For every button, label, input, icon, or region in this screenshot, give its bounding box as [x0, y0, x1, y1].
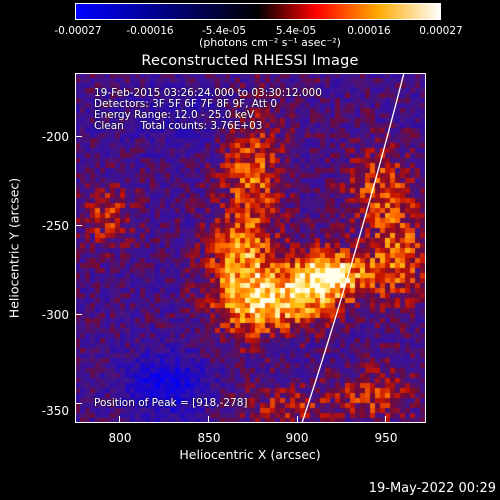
- x-tick: [385, 416, 386, 423]
- x-axis-label: Heliocentric X (arcsec): [179, 447, 321, 462]
- colorbar-tick-label: 0.00027: [419, 25, 463, 37]
- colorbar-tick-label: 5.4e-05: [275, 25, 317, 37]
- colorbar-tick-label: 0.00016: [347, 25, 391, 37]
- y-tick: [75, 225, 82, 226]
- colorbar-units: (photons cm⁻² s⁻¹ asec⁻²): [199, 36, 341, 49]
- colorbar: [75, 3, 441, 20]
- peak-position-label: Position of Peak = [918,-278]: [94, 397, 248, 409]
- y-tick: [75, 136, 82, 137]
- x-tick: [119, 416, 120, 423]
- y-tick: [75, 314, 82, 315]
- info-energy-range: Energy Range: 12.0 - 25.0 keV: [94, 109, 255, 121]
- info-total-counts: Clean Total counts: 3.76E+03: [94, 120, 263, 132]
- flare-image: [75, 73, 426, 423]
- x-tick: [297, 416, 298, 423]
- x-tick-label: 850: [197, 431, 221, 445]
- y-tick-label: -300: [41, 308, 69, 322]
- y-tick: [75, 403, 82, 404]
- colorbar-tick-label: -0.00027: [54, 25, 102, 37]
- footer-date: 19-May-2022 00:29: [368, 481, 496, 496]
- y-axis-label: Heliocentric Y (arcsec): [6, 177, 22, 319]
- colorbar-tick-label: -0.00016: [126, 25, 174, 37]
- image-plot-area: [75, 73, 426, 423]
- colorbar-tick-label: -5.4e-05: [201, 25, 247, 37]
- x-tick-label: 900: [285, 431, 309, 445]
- info-time-range: 19-Feb-2015 03:26:24.000 to 03:30:12.000: [94, 87, 322, 99]
- y-tick-label: -250: [41, 219, 69, 233]
- x-tick: [208, 416, 209, 423]
- plot-title: Reconstructed RHESSI Image: [141, 53, 359, 69]
- y-tick-label: -350: [41, 404, 69, 418]
- x-tick-label: 800: [108, 431, 132, 445]
- info-detectors: Detectors: 3F 5F 6F 7F 8F 9F, Att 0: [94, 98, 278, 110]
- solar-limb: [301, 73, 405, 423]
- x-tick-label: 950: [374, 431, 398, 445]
- y-tick-label: -200: [41, 130, 69, 144]
